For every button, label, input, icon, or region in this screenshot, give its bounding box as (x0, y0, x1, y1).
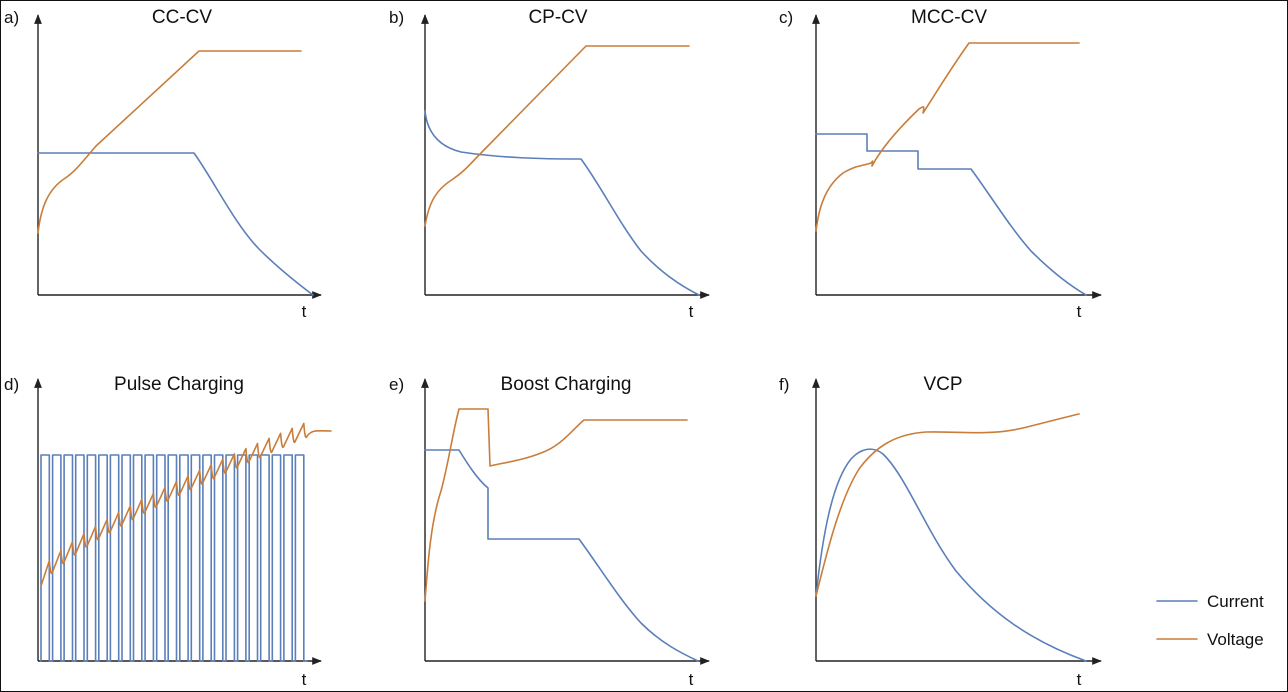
panel-c-x-label: t (1077, 302, 1082, 321)
panel-f: f) VCP t (779, 374, 1102, 689)
panel-c-letter: c) (779, 8, 793, 27)
legend: Current Voltage (1156, 592, 1264, 649)
panel-f-title: VCP (923, 374, 962, 395)
panel-f-current-curve (815, 448, 1087, 662)
panel-a-current-curve (37, 152, 314, 296)
panel-b-current-curve (424, 110, 700, 296)
legend-current-label: Current (1207, 592, 1264, 611)
panel-a-x-label: t (302, 302, 307, 321)
panel-f-voltage-curve (815, 413, 1080, 597)
panel-e-title: Boost Charging (501, 374, 632, 395)
panel-d: d) Pulse Charging t (4, 374, 332, 689)
panel-e: e) Boost Charging t (389, 374, 710, 689)
legend-voltage-label: Voltage (1207, 630, 1264, 649)
panel-a-voltage-curve (37, 50, 302, 234)
panel-e-x-label: t (689, 670, 694, 689)
panel-b-letter: b) (389, 8, 404, 27)
panel-b-voltage-curve (424, 45, 690, 227)
panel-e-current-curve (424, 449, 699, 662)
panel-f-x-label: t (1077, 670, 1082, 689)
panel-b-x-label: t (689, 302, 694, 321)
panel-d-title: Pulse Charging (114, 374, 244, 395)
panel-c: c) MCC-CV t (779, 7, 1102, 321)
panel-c-voltage-curve (815, 42, 1080, 232)
panel-e-voltage-curve (424, 408, 688, 602)
panel-d-letter: d) (4, 375, 19, 394)
panel-c-current-curve (815, 133, 1087, 296)
panel-c-title: MCC-CV (911, 7, 987, 28)
panel-a-letter: a) (4, 8, 19, 27)
panel-a: a) CC-CV t (4, 7, 322, 321)
panel-e-letter: e) (389, 375, 404, 394)
panel-d-current-pulses (40, 454, 308, 662)
panel-d-x-label: t (302, 670, 307, 689)
panel-a-title: CC-CV (152, 7, 212, 28)
panel-f-letter: f) (779, 375, 789, 394)
panel-d-voltage-curve (40, 422, 332, 587)
panel-b-title: CP-CV (528, 7, 587, 28)
panel-b: b) CP-CV t (389, 7, 710, 321)
